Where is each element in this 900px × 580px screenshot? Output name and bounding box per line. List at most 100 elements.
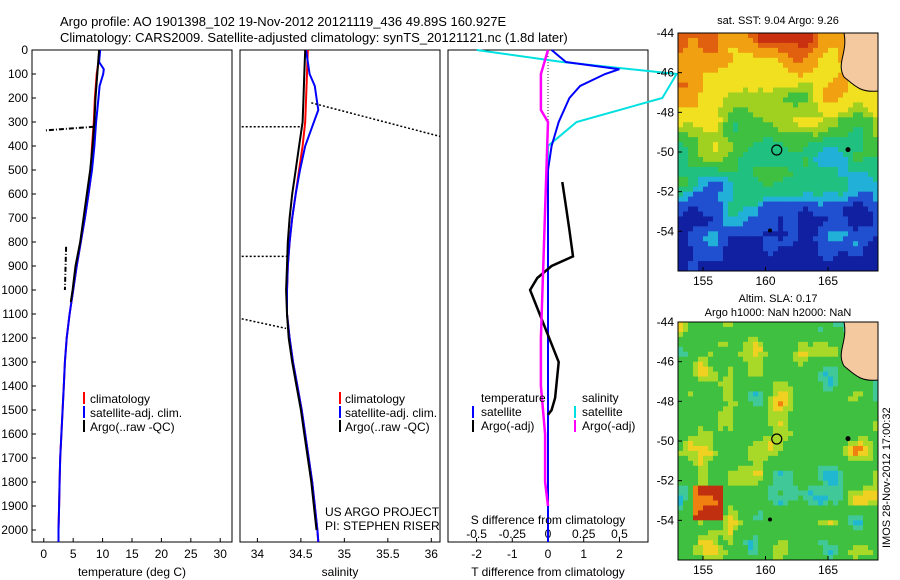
map-cell (848, 226, 854, 232)
map-cell (778, 450, 784, 457)
map-cell (833, 396, 839, 402)
map-cell (778, 206, 784, 212)
map-cell (803, 62, 809, 69)
map-cell (873, 161, 879, 168)
map-cell (713, 186, 719, 193)
map-cell (708, 33, 714, 39)
map-cell (708, 221, 714, 227)
map-cell (708, 52, 714, 59)
map-cell (768, 236, 774, 242)
map-cell (743, 251, 749, 257)
map-cell (798, 322, 804, 328)
map-cell (768, 142, 774, 148)
map-cell (863, 191, 869, 198)
map-cell (758, 421, 764, 427)
map-cell (808, 57, 814, 64)
map-cell (853, 495, 859, 501)
map-cell (773, 331, 779, 338)
map-cell (868, 152, 874, 158)
map-cell (833, 356, 839, 363)
map-cell (843, 450, 849, 457)
map-cell (848, 102, 854, 108)
map-cell (748, 47, 754, 54)
map-cell (838, 201, 844, 207)
lat-tick-label: -44 (657, 26, 675, 40)
map-cell (793, 520, 799, 526)
map-cell (738, 122, 744, 128)
map-cell (743, 201, 749, 207)
map-cell (708, 436, 714, 442)
map-cell (863, 550, 869, 556)
map-cell (808, 216, 814, 222)
map-cell (688, 421, 694, 427)
map-cell (738, 535, 744, 541)
map-cell (683, 445, 689, 452)
map-cell (743, 510, 749, 516)
map-cell (763, 171, 769, 178)
map-cell (728, 351, 734, 358)
map-cell (808, 72, 814, 79)
map-cell (728, 470, 734, 477)
map-cell (773, 485, 779, 491)
map-cell (763, 47, 769, 54)
map-cell (793, 92, 799, 98)
map-cell (873, 201, 879, 207)
map-cell (838, 92, 844, 98)
map-cell (873, 470, 879, 477)
map-cell (708, 161, 714, 168)
map-cell (873, 216, 879, 222)
map-cell (678, 196, 684, 202)
map-cell (798, 475, 804, 482)
map-cell (768, 231, 774, 237)
map-cell (853, 147, 859, 153)
map-cell (693, 510, 699, 516)
map-cell (693, 460, 699, 467)
map-cell (728, 112, 734, 118)
map-cell (823, 515, 829, 521)
map-cell (838, 47, 844, 54)
map-cell (833, 201, 839, 207)
map-cell (758, 401, 764, 407)
map-cell (823, 530, 829, 536)
map-cell (833, 371, 839, 377)
map-cell (763, 166, 769, 173)
map-cell (763, 510, 769, 516)
map-cell (828, 540, 834, 546)
map-cell (793, 396, 799, 402)
map-cell (838, 246, 844, 252)
map-cell (708, 411, 714, 417)
map-cell (858, 515, 864, 521)
map-cell (803, 97, 809, 103)
map-cell (788, 251, 794, 257)
map-cell (783, 356, 789, 363)
map-cell (868, 107, 874, 113)
map-cell (768, 132, 774, 138)
s-diff-tick-label: -0.5 (466, 527, 487, 541)
map-cell (718, 500, 724, 506)
map-cell (818, 261, 824, 267)
map-cell (763, 475, 769, 482)
depth-tick-label: 2000 (1, 523, 28, 537)
map-cell (693, 351, 699, 358)
map-cell (803, 351, 809, 358)
map-cell (838, 67, 844, 74)
map-cell (813, 132, 819, 138)
map-cell (858, 117, 864, 123)
map-cell (823, 226, 829, 232)
map-cell (818, 550, 824, 556)
map-cell (738, 171, 744, 178)
map-cell (723, 97, 729, 103)
map-cell (758, 176, 764, 183)
map-cell (693, 520, 699, 526)
map-cell (868, 550, 874, 556)
map-cell (778, 37, 784, 44)
map-cell (808, 231, 814, 237)
map-cell (738, 411, 744, 417)
map-cell (863, 251, 869, 257)
map-cell (858, 112, 864, 118)
map-cell (773, 475, 779, 482)
map-cell (708, 251, 714, 257)
map-cell (708, 485, 714, 491)
map-cell (748, 346, 754, 353)
map-cell (718, 436, 724, 442)
